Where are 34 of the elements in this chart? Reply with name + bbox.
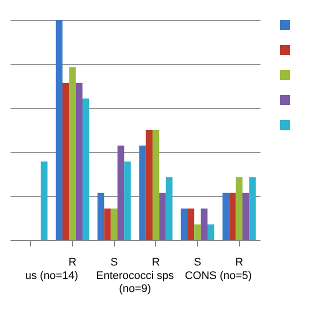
bar xyxy=(188,208,194,240)
x-tick-label: S xyxy=(110,256,118,268)
bar xyxy=(222,192,230,240)
text: us (no=14) xyxy=(25,270,78,282)
bar xyxy=(180,208,188,240)
bar xyxy=(118,146,124,240)
bar xyxy=(110,208,118,240)
bar xyxy=(124,161,131,240)
bar xyxy=(242,192,250,240)
bar xyxy=(98,192,104,240)
bar xyxy=(104,208,111,240)
text: Enterococci sps (no=9) xyxy=(96,270,174,295)
bar xyxy=(200,208,208,240)
bar xyxy=(249,177,256,240)
x-tick-label: R xyxy=(152,256,160,268)
bar xyxy=(69,67,76,240)
bar xyxy=(146,130,152,240)
x-tick-label: S xyxy=(194,256,202,268)
bar xyxy=(139,146,146,240)
bar xyxy=(229,192,236,240)
bar xyxy=(62,82,70,240)
bar xyxy=(56,20,62,240)
bar xyxy=(76,82,82,240)
bar xyxy=(166,177,172,240)
bar xyxy=(208,224,214,240)
bar xyxy=(82,98,90,240)
x-tick-label: R xyxy=(235,256,244,268)
text: CONS (no=5) xyxy=(184,270,252,282)
bar xyxy=(40,161,48,240)
bar xyxy=(194,224,201,240)
bar xyxy=(152,130,160,240)
bar xyxy=(159,192,166,240)
bar xyxy=(236,177,242,240)
x-tick-label: R xyxy=(68,256,77,268)
